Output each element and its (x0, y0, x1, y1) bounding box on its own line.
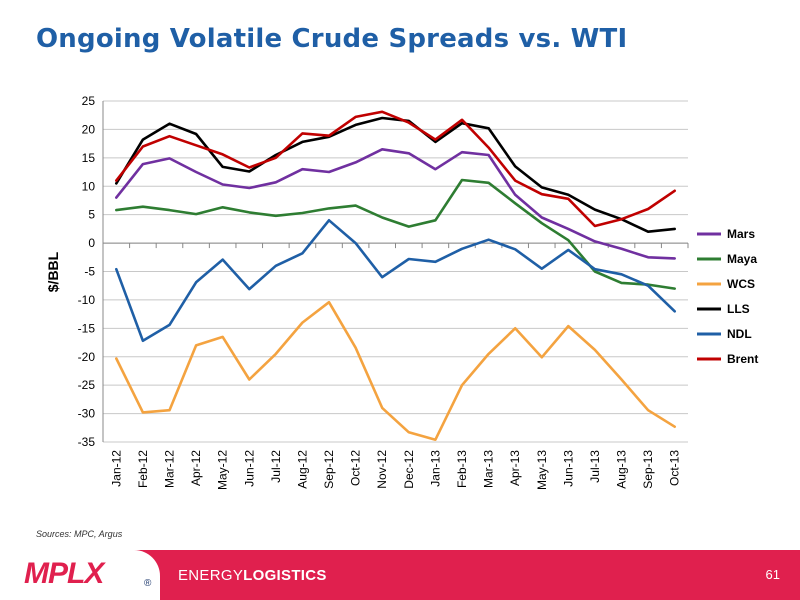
y-tick-label: 15 (82, 151, 96, 165)
x-tick-label: Aug-12 (295, 450, 309, 489)
y-tick-label: 0 (88, 236, 95, 250)
series-line-maya (115, 178, 677, 290)
y-tick-label: 20 (82, 122, 96, 136)
sources-note: Sources: MPC, Argus (36, 529, 123, 539)
spread-chart: 25 20 15 10 5 0 -5 -10 -15 -20 -25 -30 -35 Jan-12 Feb… (45, 94, 758, 490)
y-axis-ticks: 25 20 15 10 5 0 -5 -10 -15 -20 -25 -30 -35 (78, 94, 96, 449)
x-tick-label: Dec-12 (402, 450, 416, 489)
division-light: ENERGY (178, 567, 244, 584)
y-tick-label: -35 (78, 435, 96, 449)
series-line-ndl (115, 219, 677, 343)
x-tick-label: Oct-12 (349, 450, 363, 486)
series-line-mars (115, 148, 677, 260)
legend-label-mars: Mars (727, 227, 755, 241)
y-tick-label: -5 (84, 265, 95, 279)
registered-mark: ® (144, 578, 152, 589)
x-tick-label: Sep-13 (641, 450, 655, 489)
division-bold: LOGISTICS (243, 567, 327, 584)
x-tick-label: Oct-13 (668, 450, 682, 486)
legend: Mars Maya WCS LLS NDL Brent (697, 227, 758, 366)
x-axis: Jan-12 Feb-12 Mar-12 Apr-12 May-12 Jun-12 Jul-… (109, 450, 681, 490)
x-tick-label: Feb-13 (455, 450, 469, 488)
x-tick-label: Jun-13 (561, 450, 575, 487)
y-tick-label: -15 (78, 321, 96, 335)
x-tick-label: Sep-12 (322, 450, 336, 489)
legend-label-maya: Maya (727, 252, 757, 266)
legend-label-lls: LLS (727, 302, 750, 316)
division-name: ENERGYLOGISTICS (178, 567, 327, 584)
x-tick-label: May-13 (535, 450, 549, 490)
y-tick-label: -10 (78, 293, 96, 307)
y-axis-label: $/BBL (45, 251, 61, 292)
mplx-logo: MPLX (24, 557, 104, 590)
legend-label-ndl: NDL (727, 327, 752, 341)
x-tick-label: Jul-12 (269, 450, 283, 483)
x-tick-label: May-12 (216, 450, 230, 490)
y-tick-label: -20 (78, 350, 96, 364)
footer-bar: MPLX ® ENERGYLOGISTICS 61 (0, 550, 800, 600)
x-tick-label: Jan-12 (109, 450, 123, 487)
y-tick-label: 25 (82, 94, 96, 108)
y-tick-label: 5 (88, 208, 95, 222)
x-tick-label: Aug-13 (615, 450, 629, 489)
series-line-brent (115, 110, 677, 228)
y-tick-label: 10 (82, 179, 96, 193)
x-tick-label: Jun-12 (242, 450, 256, 487)
legend-label-brent: Brent (727, 352, 758, 366)
x-tick-label: Jan-13 (428, 450, 442, 487)
series-lines (115, 110, 677, 442)
x-tick-label: Apr-12 (189, 450, 203, 486)
grid-lines (102, 100, 689, 443)
x-tick-label: Feb-12 (136, 450, 150, 488)
y-tick-label: -30 (78, 407, 96, 421)
legend-label-wcs: WCS (727, 277, 755, 291)
x-tick-label: Nov-12 (375, 450, 389, 489)
series-line-wcs (115, 300, 677, 442)
page-title: Ongoing Volatile Crude Spreads vs. WTI (36, 24, 628, 54)
logo-box: MPLX ® (0, 550, 160, 600)
x-tick-label: Apr-13 (508, 450, 522, 486)
page-number: 61 (765, 567, 780, 582)
y-tick-label: -25 (78, 378, 96, 392)
x-tick-label: Jul-13 (588, 450, 602, 483)
x-tick-label: Mar-13 (482, 450, 496, 488)
x-tick-label: Mar-12 (162, 450, 176, 488)
